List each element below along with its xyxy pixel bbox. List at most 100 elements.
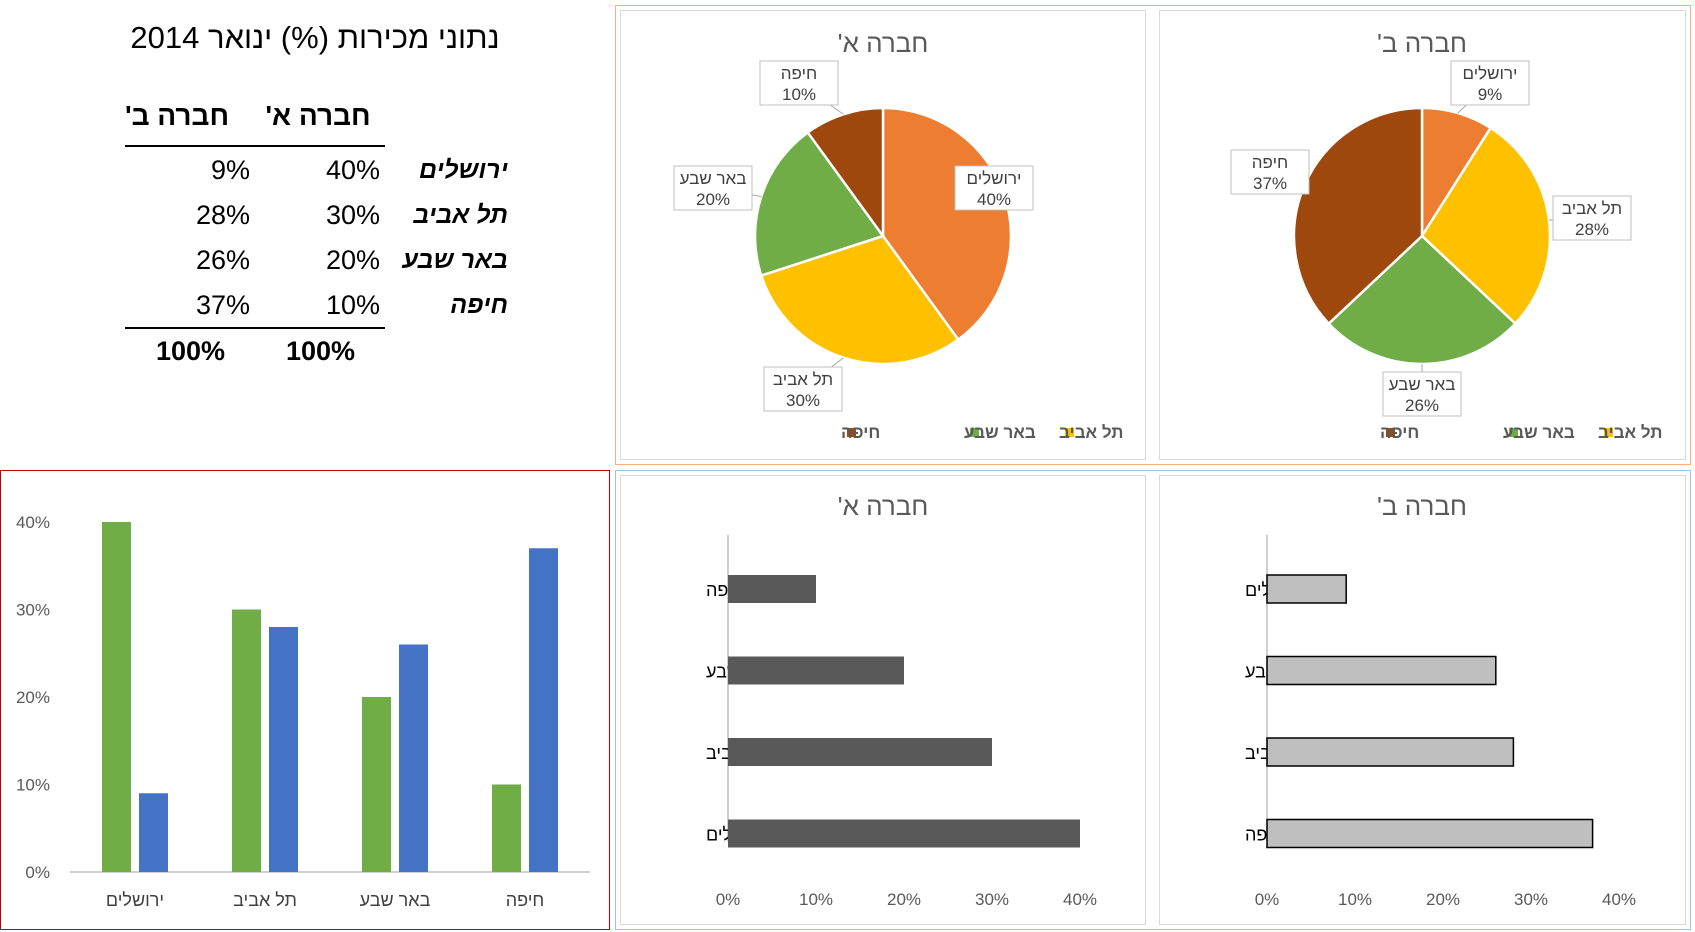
column-bar-series-2-jerusalem	[139, 793, 168, 872]
total-b: 100%	[155, 336, 225, 366]
bar-telaviv	[1266, 737, 1515, 767]
header-company-a: חברה א'	[265, 100, 371, 131]
bar-b-title: חברה ב'	[1377, 491, 1467, 521]
bar-chart-company-b: חברה ב' 0%10%20%30%40%ירושליםבאר שבעתל א…	[1245, 491, 1636, 909]
legend-label-haifa: חיפה	[1380, 423, 1419, 442]
x-tick-label: 20%	[1426, 890, 1460, 909]
callout-box	[759, 60, 839, 106]
row-value-b: 9%	[210, 155, 250, 185]
data-label-category: חיפה	[1252, 153, 1288, 172]
bar-a-title: חברה א'	[838, 491, 929, 521]
data-label-category: ירושלים	[967, 169, 1022, 188]
row-value-b: 26%	[195, 245, 250, 275]
row-value-b: 37%	[195, 290, 250, 320]
callout-box	[1382, 371, 1462, 417]
column-bar-series-2-beersheva	[399, 644, 428, 872]
column-bar-series-1-beersheva	[362, 697, 391, 872]
data-label-value: 37%	[1253, 174, 1287, 193]
x-tick-label: 40%	[1063, 890, 1097, 909]
row-value-a: 30%	[325, 200, 380, 230]
x-tick-label: 10%	[799, 890, 833, 909]
callout-box	[1552, 195, 1632, 241]
data-label-value: 28%	[1575, 220, 1609, 239]
pie-slice-beersheva	[753, 130, 886, 278]
x-category-label: חיפה	[506, 890, 545, 910]
x-category-label: ירושלים	[106, 890, 164, 910]
column-bar-series-2-haifa	[529, 548, 558, 872]
table-top-rule	[125, 145, 385, 147]
bar-haifa	[728, 575, 816, 603]
data-label-category: תל אביב	[1562, 199, 1622, 218]
bar-beersheva	[1266, 655, 1497, 686]
table-bottom-rule	[125, 327, 385, 329]
callout-box	[1450, 60, 1530, 106]
row-value-a: 20%	[325, 245, 380, 275]
pie-a-title: חברה א'	[838, 28, 929, 58]
y-tick-label: 30%	[16, 601, 50, 620]
bar-haifa	[1266, 818, 1594, 849]
data-label-value: 26%	[1405, 396, 1439, 415]
data-label-value: 20%	[696, 190, 730, 209]
y-tick-label: 10%	[16, 776, 50, 795]
column-chart-frame	[0, 470, 610, 930]
legend-label-telaviv: תל אביב	[1598, 423, 1662, 442]
x-tick-label: 0%	[716, 890, 741, 909]
data-label-value: 40%	[977, 190, 1011, 209]
x-tick-label: 30%	[975, 890, 1009, 909]
data-label-value: 9%	[1478, 85, 1503, 104]
column-bar-series-1-haifa	[492, 784, 521, 872]
data-label-category: באר שבע	[680, 169, 747, 188]
table-title: נתוני מכירות (%) ינואר 2014	[130, 20, 500, 55]
header-company-b: חברה ב'	[124, 100, 230, 131]
total-a: 100%	[285, 336, 355, 366]
bar-jerusalem	[1266, 574, 1347, 604]
row-value-a: 10%	[325, 290, 380, 320]
row-city: תל אביב	[413, 201, 508, 229]
data-label-value: 30%	[786, 391, 820, 410]
bar-charts-frame	[615, 470, 1691, 930]
pie-slice-haifa	[806, 106, 885, 240]
y-tick-label: 20%	[16, 688, 50, 707]
legend-swatch-beersheva	[970, 428, 979, 437]
legend-swatch-telaviv	[1604, 428, 1613, 437]
pie-slice-telaviv	[759, 234, 960, 366]
bar-beersheva	[728, 656, 904, 685]
y-tick-label: 0%	[25, 863, 50, 882]
data-label-value: 10%	[782, 85, 816, 104]
pie-chart-company-a: חברה א' ירושלים 40% תל אביב 30% באר שבע 20% חי…	[673, 28, 1123, 442]
data-label-category: חיפה	[781, 64, 817, 83]
legend-swatch-telaviv	[1065, 428, 1074, 437]
legend-label-haifa: חיפה	[841, 423, 880, 442]
callout-box	[673, 165, 753, 211]
row-value-a: 40%	[325, 155, 380, 185]
callout-box	[763, 366, 843, 412]
bar-chart-company-a: חברה א' 0%10%20%30%40%חיפהבאר שבעתל אביב…	[706, 491, 1097, 909]
legend-swatch-beersheva	[1509, 428, 1518, 437]
callout-box	[1230, 149, 1310, 195]
x-tick-label: 40%	[1602, 890, 1636, 909]
x-tick-label: 20%	[887, 890, 921, 909]
row-city: חיפה	[450, 291, 508, 319]
data-label-category: באר שבע	[1389, 375, 1456, 394]
column-chart: 0% 10% 20% 30% 40% ירושלים תל אביב באר שבע חיפה	[16, 513, 590, 910]
bar-telaviv	[728, 738, 992, 766]
x-tick-label: 30%	[1514, 890, 1548, 909]
legend-swatch-haifa	[847, 428, 856, 437]
pie-charts-frame	[615, 5, 1691, 465]
legend-label-beersheva: באר שבע	[964, 423, 1036, 442]
row-city: באר שבע	[402, 246, 509, 274]
data-label-category: תל אביב	[773, 370, 833, 389]
column-bar-series-1-telaviv	[232, 609, 261, 872]
y-tick-label: 40%	[16, 513, 50, 532]
legend-swatch-haifa	[1386, 428, 1395, 437]
callout-box	[954, 165, 1034, 211]
pie-b-title: חברה ב'	[1377, 28, 1467, 58]
pie-chart-company-b: חברה ב' ירושלים 9% תל אביב 28% באר שבע 26% חיפ…	[1230, 28, 1662, 442]
x-category-label: באר שבע	[360, 890, 431, 910]
x-category-label: תל אביב	[233, 890, 297, 910]
column-bar-series-1-jerusalem	[102, 522, 131, 872]
x-tick-label: 0%	[1255, 890, 1280, 909]
row-value-b: 28%	[195, 200, 250, 230]
legend-label-beersheva: באר שבע	[1503, 423, 1575, 442]
pie-slice-beersheva	[1326, 234, 1518, 366]
